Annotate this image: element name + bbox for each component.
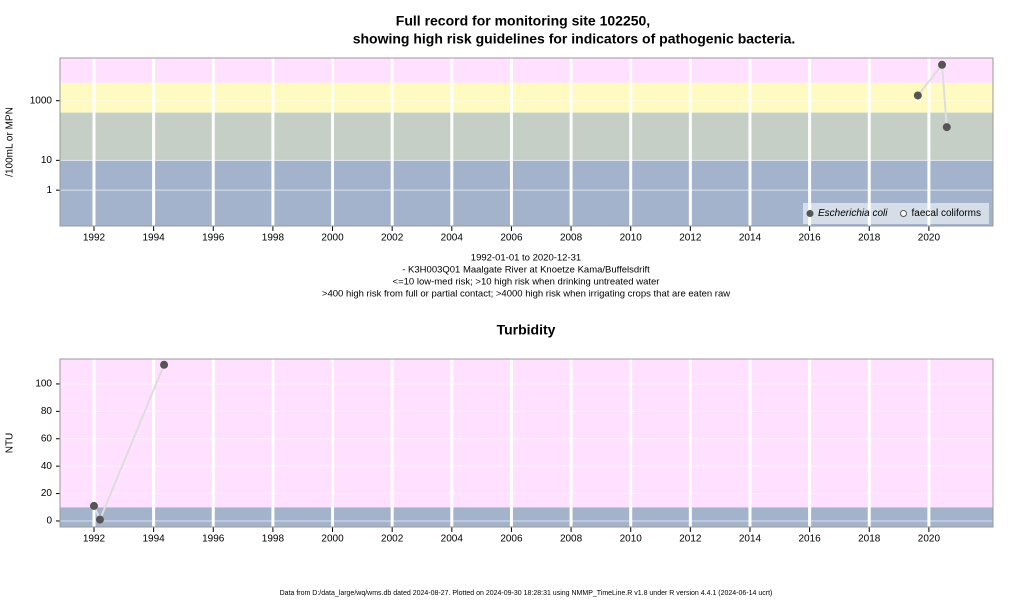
- x-tick-label: 2014: [739, 534, 762, 545]
- y-axis-label: /100mL or MPN: [5, 107, 16, 177]
- x-tick-label: 2010: [620, 534, 643, 545]
- x-tick-label: 2004: [441, 534, 464, 545]
- x-tick-label: 1998: [262, 233, 285, 244]
- data-point: [95, 515, 104, 524]
- data-point: [942, 123, 951, 132]
- subtitle: >400 high risk from full or partial cont…: [322, 289, 730, 300]
- x-tick-label: 2002: [381, 534, 404, 545]
- x-tick-label: 2014: [739, 233, 762, 244]
- subtitle: 1992-01-01 to 2020-12-31: [471, 253, 581, 264]
- x-tick-label: 2000: [321, 233, 344, 244]
- chart-title: Turbidity: [497, 322, 556, 338]
- x-tick-label: 2010: [620, 233, 643, 244]
- y-tick-label: 20: [41, 488, 53, 499]
- subtitle: - K3H003Q01 Maalgate River at Knoetze Ka…: [402, 265, 650, 276]
- x-tick-label: 1992: [83, 534, 106, 545]
- x-tick-label: 1994: [143, 534, 166, 545]
- x-tick-label: 2004: [441, 233, 464, 244]
- legend-box: [803, 203, 989, 224]
- x-tick-label: 2018: [858, 233, 881, 244]
- x-tick-label: 2018: [858, 534, 881, 545]
- subtitle: <=10 low-med risk; >10 high risk when dr…: [393, 277, 660, 288]
- y-tick-label: 0: [46, 516, 52, 527]
- x-tick-label: 2016: [798, 233, 821, 244]
- footer: Data from D:/data_large/wq/wms.db dated …: [280, 590, 773, 597]
- legend-marker: [899, 210, 907, 217]
- y-tick-label: 1: [46, 185, 52, 196]
- x-tick-label: 2016: [798, 534, 821, 545]
- x-tick-label: 1998: [262, 534, 285, 545]
- risk-band: [60, 112, 993, 161]
- y-tick-label: 40: [41, 461, 53, 472]
- data-point: [938, 60, 947, 69]
- y-tick-label: 10: [41, 155, 53, 166]
- x-tick-label: 2020: [918, 233, 941, 244]
- risk-band: [60, 82, 993, 113]
- data-point: [160, 360, 169, 369]
- x-tick-label: 2002: [381, 233, 404, 244]
- risk-band: [60, 359, 993, 508]
- x-tick-label: 1996: [202, 233, 225, 244]
- risk-band: [60, 58, 993, 83]
- legend-label: Escherichia coli: [818, 208, 888, 219]
- x-tick-label: 1994: [143, 233, 166, 244]
- risk-band: [60, 507, 993, 527]
- x-tick-label: 2006: [500, 233, 523, 244]
- x-tick-label: 1992: [83, 233, 106, 244]
- plot-frame: [59, 57, 994, 227]
- data-point: [913, 91, 922, 100]
- chart-title: showing high risk guidelines for indicat…: [353, 31, 796, 47]
- x-tick-label: 2008: [560, 233, 583, 244]
- x-tick-label: 2000: [321, 534, 344, 545]
- data-point: [89, 501, 98, 510]
- x-tick-label: 1996: [202, 534, 225, 545]
- y-tick-label: 80: [41, 406, 53, 417]
- legend-marker: [806, 210, 814, 217]
- y-axis-label: NTU: [5, 433, 16, 454]
- y-tick-label: 60: [41, 433, 53, 444]
- plot-frame: [59, 358, 994, 528]
- chart-title: Full record for monitoring site 102250,: [396, 13, 650, 29]
- x-tick-label: 2008: [560, 534, 583, 545]
- y-tick-label: 100: [35, 379, 52, 390]
- x-tick-label: 2012: [679, 233, 702, 244]
- legend-label: faecal coliforms: [911, 208, 980, 219]
- x-tick-label: 2020: [918, 534, 941, 545]
- x-tick-label: 2006: [500, 534, 523, 545]
- y-tick-label: 1000: [30, 95, 53, 106]
- x-tick-label: 2012: [679, 534, 702, 545]
